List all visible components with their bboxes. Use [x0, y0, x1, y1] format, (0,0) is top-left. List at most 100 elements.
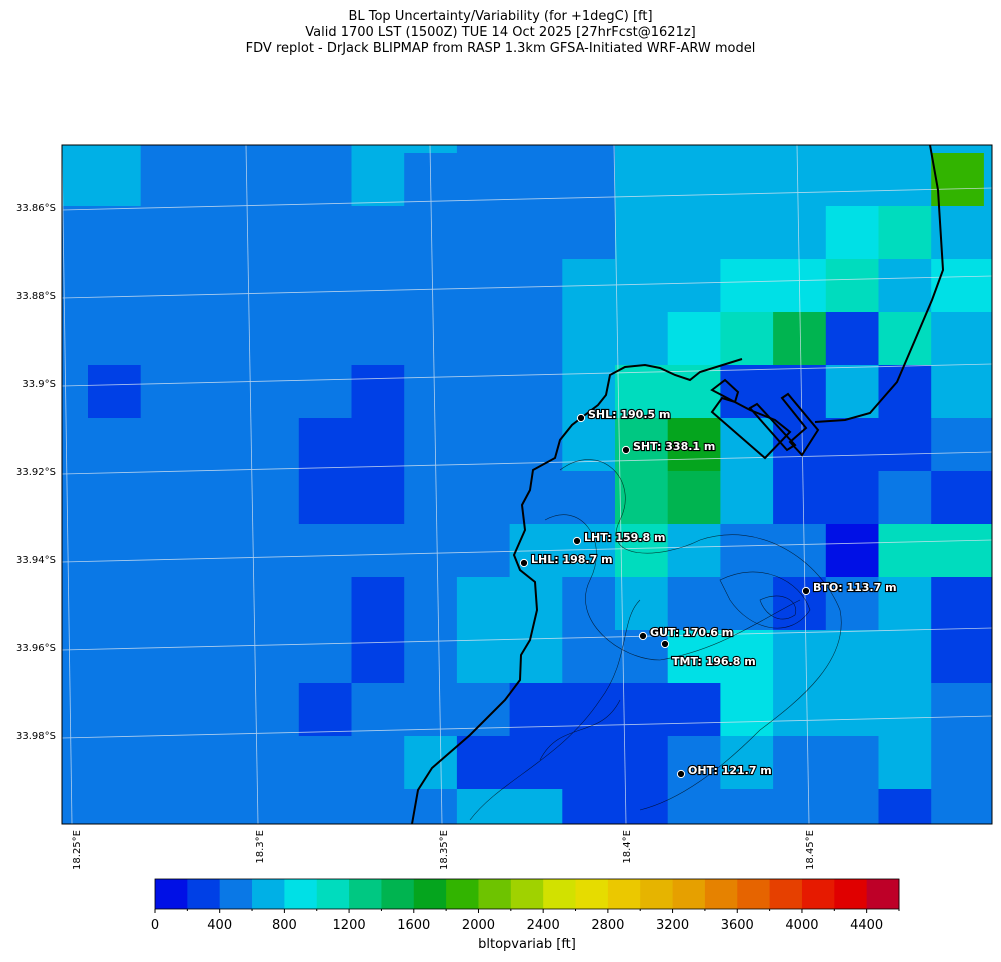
grid-cell — [456, 312, 511, 366]
grid-cell — [140, 524, 194, 578]
station-dot — [519, 558, 529, 568]
grid-cell — [720, 630, 774, 684]
grid-cell — [667, 312, 721, 366]
grid-cell — [298, 683, 352, 737]
grid-cell — [193, 153, 247, 207]
colorbar-tick-label: 4400 — [850, 918, 883, 933]
grid-cell — [983, 577, 992, 631]
grid-cell — [246, 471, 300, 525]
grid-cell — [246, 630, 300, 684]
station-label: OHT: 121.7 m — [688, 764, 772, 777]
grid-cell — [931, 471, 985, 525]
grid-cell — [773, 471, 827, 525]
colorbar-swatch — [284, 879, 318, 909]
grid-cell — [246, 365, 300, 419]
grid-cell — [667, 418, 721, 472]
lon-tick-label: 18.3°E — [255, 830, 266, 864]
grid-cell — [615, 471, 669, 525]
grid-cell — [878, 736, 932, 790]
grid-cell — [140, 145, 194, 154]
grid-cell — [615, 145, 669, 154]
grid-cell — [509, 153, 563, 207]
grid-cell — [983, 206, 992, 260]
grid-cell — [667, 145, 721, 154]
colorbar — [154, 878, 900, 910]
colorbar-swatch — [413, 879, 447, 909]
grid-cell — [404, 736, 458, 790]
grid-cell — [825, 683, 879, 737]
grid-cell — [931, 312, 985, 366]
grid-cell — [720, 206, 774, 260]
grid-cell — [878, 630, 932, 684]
grid-cell — [615, 365, 669, 419]
grid-cell — [878, 153, 932, 207]
grid-cell — [351, 365, 405, 419]
grid-cell — [456, 259, 511, 313]
grid-cell — [878, 365, 932, 419]
grid-cell — [456, 577, 511, 631]
grid-cell — [456, 153, 511, 207]
grid-cell — [404, 630, 458, 684]
station-label: BTO: 113.7 m — [813, 581, 897, 594]
lat-tick-label: 33.94°S — [16, 555, 56, 566]
latitude-tick-labels: 33.86°S 33.88°S 33.9°S 33.92°S 33.94°S 3… — [16, 203, 56, 742]
colorbar-tick-label: 2000 — [462, 918, 495, 933]
grid-cell — [667, 259, 721, 313]
grid-cell — [667, 577, 721, 631]
grid-cell — [456, 524, 511, 578]
grid-cell — [983, 683, 992, 737]
grid-cell — [878, 471, 932, 525]
title-line-2: Valid 1700 LST (1500Z) TUE 14 Oct 2025 [… — [305, 25, 696, 40]
grid-cell — [931, 145, 985, 154]
lat-tick-label: 33.92°S — [16, 467, 56, 478]
grid-cell — [140, 471, 194, 525]
grid-cell — [351, 418, 405, 472]
grid-cell — [825, 145, 879, 154]
grid-cell — [562, 736, 616, 790]
grid-cell — [931, 577, 985, 631]
grid-cell — [351, 577, 405, 631]
colorbar-swatch — [510, 879, 544, 909]
grid-cell — [720, 524, 774, 578]
grid-cell — [246, 577, 300, 631]
grid-cell — [298, 471, 352, 525]
grid-cell — [720, 471, 774, 525]
grid-cell — [878, 206, 932, 260]
grid-cell — [509, 736, 563, 790]
grid-cell — [351, 312, 405, 366]
grid-cell — [246, 259, 300, 313]
grid-cell — [878, 145, 932, 154]
grid-cell — [193, 312, 247, 366]
grid-cell — [773, 577, 827, 631]
grid-cell — [667, 736, 721, 790]
lon-tick-label: 18.35°E — [439, 830, 450, 870]
grid-cell — [825, 206, 879, 260]
station-label: LHL: 198.7 m — [531, 553, 613, 566]
grid-cell — [720, 577, 774, 631]
grid-cell — [825, 259, 879, 313]
colorbar-swatch — [672, 879, 706, 909]
grid-cell — [773, 789, 827, 824]
lat-tick-label: 33.88°S — [16, 291, 56, 302]
grid-cell — [140, 630, 194, 684]
grid-cell — [773, 206, 827, 260]
grid-cell — [298, 789, 352, 824]
colorbar-swatch — [543, 879, 576, 909]
grid-cell — [88, 418, 142, 472]
lon-tick-label: 18.25°E — [72, 830, 83, 870]
grid-cell — [246, 789, 300, 824]
grid-cell — [193, 683, 247, 737]
grid-cell — [140, 206, 194, 260]
colorbar-swatch — [155, 879, 188, 909]
colorbar-tick-label: 4000 — [785, 918, 818, 933]
grid-cell — [404, 259, 458, 313]
grid-cell — [509, 145, 563, 154]
grid-cell — [878, 418, 932, 472]
grid-cell — [615, 789, 669, 824]
grid-cell — [298, 418, 352, 472]
grid-cell — [825, 577, 879, 631]
grid-cell — [88, 683, 142, 737]
grid-cell — [878, 524, 932, 578]
colorbar-tick-label: 0 — [151, 918, 159, 933]
